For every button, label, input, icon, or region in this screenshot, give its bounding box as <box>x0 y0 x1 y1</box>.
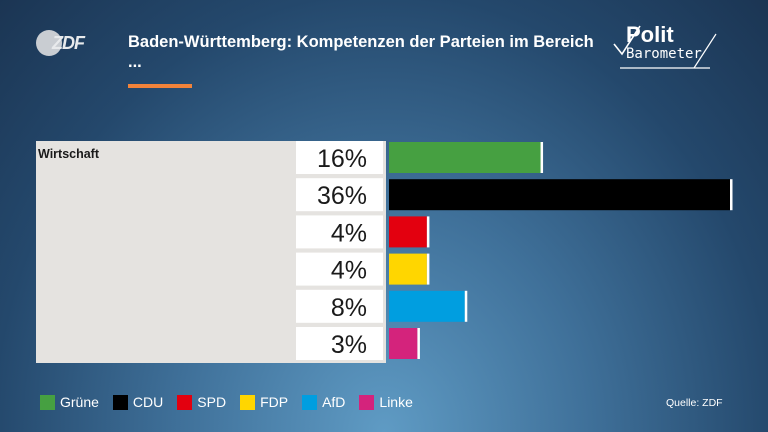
bar-edge-fdp <box>426 253 430 285</box>
value-label-cdu: 36% <box>317 182 367 210</box>
bar-edge-gruene <box>540 142 544 173</box>
bar-spd <box>389 216 427 248</box>
politbarometer-check-icon <box>613 25 717 69</box>
legend-label-linke: Linke <box>379 394 413 410</box>
bar-edge-afd <box>464 290 468 322</box>
legend-label-fdp: FDP <box>260 394 289 410</box>
value-box-afd <box>296 289 383 323</box>
legend-item-afd: AfD <box>302 394 345 410</box>
legend-swatch-afd <box>302 394 318 410</box>
legend-item-gruene: Grüne <box>40 394 99 410</box>
chart-title: Baden-Württemberg: Kompetenzen der Parte… <box>128 33 594 71</box>
legend: Grüne CDU SPD FDP AfD Linke <box>40 394 427 410</box>
bar-gruene <box>389 142 541 173</box>
legend-swatch-gruene <box>40 394 55 410</box>
chart-panel <box>36 141 386 363</box>
value-box-gruene <box>296 141 383 174</box>
bar-edge-linke <box>417 328 420 359</box>
zdf-logo-circle <box>36 30 62 56</box>
legend-label-cdu: CDU <box>132 394 164 410</box>
legend-label-gruene: Grüne <box>60 394 99 410</box>
legend-item-linke: Linke <box>359 394 413 410</box>
legend-label-spd: SPD <box>197 394 227 410</box>
value-box-linke <box>296 327 383 360</box>
title-underline <box>128 84 192 88</box>
value-label-linke: 3% <box>331 331 367 359</box>
bar-edge-cdu <box>730 179 733 211</box>
value-box-cdu <box>296 178 383 212</box>
legend-label-afd: AfD <box>322 394 346 410</box>
legend-item-cdu: CDU <box>112 394 164 410</box>
zdf-logo: ZDF <box>36 30 88 58</box>
bar-fdp <box>389 253 427 285</box>
value-label-afd: 8% <box>331 294 367 322</box>
bar-afd <box>389 290 465 322</box>
bar-edge-spd <box>426 216 430 248</box>
legend-item-fdp: FDP <box>240 394 288 410</box>
legend-item-spd: SPD <box>177 394 226 410</box>
polit-word: Polit <box>626 22 674 47</box>
value-box-fdp <box>296 252 383 286</box>
value-label-spd: 4% <box>331 219 367 247</box>
value-label-fdp: 4% <box>331 257 367 285</box>
legend-swatch-spd <box>177 394 193 410</box>
legend-swatch-fdp <box>240 394 256 410</box>
bar-linke <box>389 328 418 359</box>
barometer-word: Barometer <box>626 46 702 62</box>
zdf-logo-text: ZDF <box>52 33 85 53</box>
legend-swatch-linke <box>359 394 375 410</box>
politbarometer-logo: Polit Barometer <box>610 22 720 72</box>
value-box-spd <box>296 215 383 249</box>
legend-swatch-cdu <box>112 394 128 410</box>
source-note: Quelle: ZDF <box>666 397 723 409</box>
value-label-gruene: 16% <box>317 145 367 173</box>
bar-cdu <box>389 179 730 211</box>
category-label: Wirtschaft <box>38 147 100 161</box>
